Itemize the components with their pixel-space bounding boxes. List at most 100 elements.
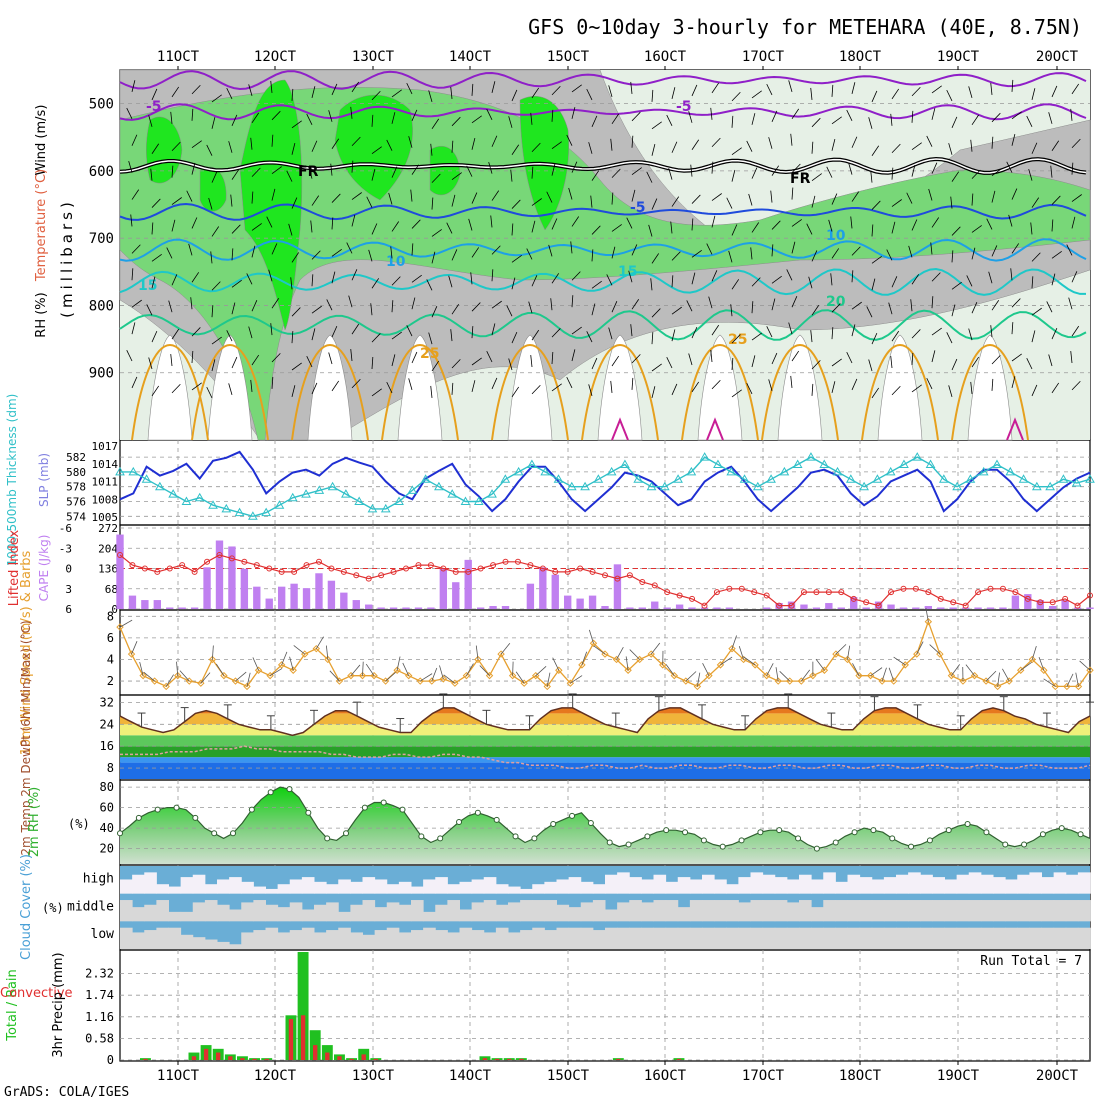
cloud-clear-bar	[314, 904, 327, 922]
wind-barb	[1051, 382, 1060, 394]
wind-barb	[271, 188, 276, 201]
wind-barb	[670, 221, 673, 234]
wind-barb	[511, 223, 514, 236]
wind-barb	[371, 90, 381, 101]
wind-barb	[790, 133, 793, 146]
cloud-clear-bar	[1053, 900, 1067, 922]
wind-barb	[200, 672, 211, 684]
wind-barb	[946, 332, 953, 344]
wind-barb	[650, 642, 661, 655]
thickness-point	[141, 474, 152, 483]
cloud-cover-panel: high middle low (%)	[42, 866, 1091, 949]
wind-barb	[591, 280, 602, 289]
wind-barb	[271, 376, 274, 389]
wind-barb	[1031, 252, 1041, 262]
li-point	[315, 558, 322, 565]
wind-barb	[1031, 142, 1038, 154]
wind-barb	[988, 271, 993, 284]
wind-speed-point	[439, 675, 448, 683]
wind-barb	[350, 349, 353, 362]
li-point	[440, 565, 447, 572]
wind-barb	[171, 141, 181, 152]
time-label-bottom: 11OCT	[157, 1068, 200, 1084]
precip-conv-bar	[507, 1058, 512, 1060]
li-point	[639, 579, 646, 585]
temp-tick-label: 24	[100, 717, 114, 731]
wind-speed-point	[774, 677, 782, 685]
wind-barb	[431, 173, 441, 183]
wind-barb	[176, 661, 179, 676]
cloud-clear-bar	[823, 872, 836, 894]
thickness-point	[341, 489, 351, 498]
li-tick-label: -3	[59, 542, 72, 555]
li-point	[577, 565, 584, 572]
time-label-top: 14OCT	[449, 49, 492, 65]
wind-barb	[911, 142, 922, 151]
rh-point	[870, 827, 877, 834]
wind-barb	[911, 86, 921, 97]
cape-tick-label: 68	[105, 583, 118, 596]
precip-tick-label: 1.74	[85, 988, 114, 1002]
wind-barb	[591, 170, 600, 181]
wind-barb	[471, 302, 481, 312]
wind-barb	[831, 138, 836, 151]
wind-barb	[1051, 195, 1061, 205]
wind-barb	[500, 642, 511, 655]
wind-barb	[206, 386, 213, 399]
cape-bar	[949, 607, 957, 609]
time-label-top: 11OCT	[157, 49, 200, 65]
thickness-point	[407, 485, 418, 494]
wind-barb	[550, 298, 553, 311]
li-point	[117, 552, 123, 558]
precip-conv-bar	[676, 1058, 682, 1060]
temp-contour-20	[119, 309, 1087, 341]
wind-barb	[551, 85, 561, 96]
wind-barb	[428, 90, 433, 103]
temp-contour-25	[761, 343, 839, 441]
thickness-point	[633, 474, 644, 483]
wind-barb	[731, 279, 740, 290]
cloud-clear-bar	[811, 907, 824, 922]
li-point	[776, 602, 783, 609]
li-line	[119, 554, 1091, 607]
wind-barb	[508, 116, 513, 128]
li-point	[838, 589, 845, 596]
cape-bar	[141, 600, 149, 609]
thickness-point	[686, 466, 697, 476]
wind-speed-point	[647, 650, 655, 658]
lifted-index-axis-label: Lifted Index	[7, 529, 22, 606]
cloud-clear-bar	[386, 902, 400, 922]
rh-point	[343, 830, 350, 837]
wind-barb	[366, 196, 373, 208]
wind-barb	[691, 249, 702, 258]
wind-barb	[871, 90, 878, 103]
cloud-clear-bar	[944, 900, 958, 922]
wind-barb	[702, 663, 710, 676]
wind-barb	[431, 667, 438, 682]
wind-barb	[311, 140, 318, 152]
cape-bar	[1049, 606, 1057, 609]
wind-barb	[966, 275, 973, 287]
cloud-clear-bar	[689, 900, 703, 922]
wind-barb	[391, 89, 402, 98]
cape-bar	[800, 604, 808, 609]
wind-barb	[568, 187, 573, 200]
thickness-point	[580, 481, 590, 491]
wind-barb	[391, 166, 398, 178]
wind-barb	[950, 196, 953, 209]
cloud-clear-bar	[847, 927, 861, 949]
wind-barb	[851, 136, 858, 148]
contour-label: 25	[728, 332, 747, 348]
wind-barb	[911, 353, 914, 366]
thickness-tick-label: 574	[66, 510, 86, 523]
cloud-clear-bar	[677, 907, 691, 922]
wind-barb	[450, 329, 453, 342]
wind-speed-point	[127, 650, 136, 658]
wind-barb	[791, 350, 800, 362]
wind-barb	[390, 246, 393, 259]
wind-barb	[396, 656, 401, 671]
wind-barb	[191, 162, 196, 175]
wind-barb	[250, 137, 253, 150]
cloud-clear-bar	[944, 927, 958, 949]
run-total-label: Run Total = 7	[980, 954, 1082, 969]
